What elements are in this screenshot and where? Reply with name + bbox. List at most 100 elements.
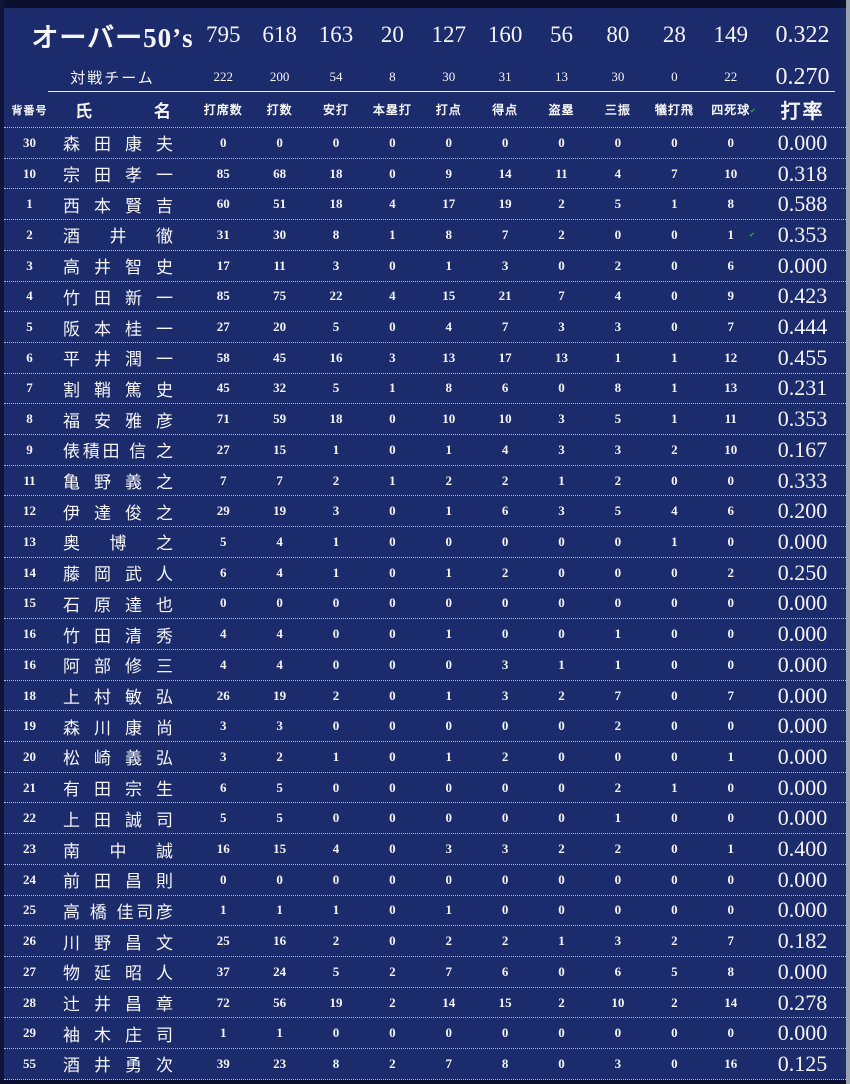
player-plate-appearances: 85	[216, 288, 230, 304]
col-header-at-bats: 打数	[266, 103, 293, 117]
player-name: 高 橋 佳司彦	[63, 902, 173, 922]
player-hits: 0	[332, 134, 340, 150]
player-walks: 6	[727, 257, 734, 273]
opponent-stat-value: 30	[442, 69, 456, 84]
player-sacrifices: 0	[671, 810, 678, 826]
table-row: 24 前 田 昌 則 0 0 0 0 0 0 0 0 0 0 0.000	[4, 863, 846, 895]
player-jersey-number: 9	[26, 441, 33, 457]
opponent-stat-value: 8	[389, 69, 396, 84]
player-strikeouts: 0	[614, 226, 622, 242]
player-home-runs: 4	[389, 196, 396, 212]
player-batting-average: 0.000	[777, 252, 828, 278]
player-name: 物 延 昭 人	[63, 964, 173, 984]
player-runs: 8	[501, 1055, 509, 1071]
player-sacrifices: 2	[671, 441, 678, 457]
player-stolen-bases: 3	[558, 441, 565, 457]
player-home-runs: 0	[389, 134, 396, 150]
player-batting-average: 0.000	[777, 713, 828, 739]
player-rbi: 1	[445, 564, 453, 580]
player-name: 袖 木 庄 司	[63, 1025, 173, 1045]
player-batting-average: 0.588	[777, 191, 828, 217]
player-home-runs: 0	[389, 165, 396, 181]
player-jersey-number: 8	[26, 411, 33, 427]
player-stolen-bases: 0	[558, 564, 565, 580]
player-strikeouts: 3	[614, 441, 622, 457]
player-at-bats: 4	[276, 656, 283, 672]
player-hits: 0	[332, 718, 340, 734]
table-row: 13 奥 博 之 5 4 1 0 0 0 0 0 1 0 0.000	[4, 526, 846, 557]
player-at-bats: 45	[273, 349, 287, 365]
green-artifact-mark: ✔	[749, 231, 755, 239]
player-stolen-bases: 0	[558, 134, 565, 150]
player-hits: 19	[329, 994, 343, 1010]
player-stolen-bases: 0	[558, 257, 565, 273]
player-runs: 0	[501, 626, 509, 642]
player-name: 西 本 賢 吉	[63, 196, 173, 216]
player-rbi: 0	[445, 134, 453, 150]
player-jersey-number: 30	[23, 134, 36, 150]
player-jersey-number: 12	[23, 503, 36, 519]
player-rbi: 14	[442, 994, 456, 1010]
player-name: 高 井 智 史	[63, 258, 173, 278]
player-batting-average: 0.423	[777, 283, 828, 309]
player-strikeouts: 1	[614, 349, 622, 365]
player-batting-average: 0.000	[777, 528, 828, 554]
player-jersey-number: 7	[26, 380, 33, 396]
player-stolen-bases: 0	[558, 533, 565, 549]
player-walks: 1	[727, 841, 734, 857]
player-stolen-bases: 0	[558, 902, 565, 918]
player-rbi: 1	[445, 257, 453, 273]
player-sacrifices: 0	[671, 226, 678, 242]
player-rbi: 2	[445, 472, 453, 488]
player-hits: 18	[329, 196, 343, 212]
player-name: 石 原 達 也	[63, 595, 173, 615]
player-strikeouts: 4	[614, 165, 622, 181]
player-hits: 8	[332, 226, 340, 242]
player-walks: 0	[727, 871, 734, 887]
player-batting-average: 0.353	[777, 221, 828, 247]
player-hits: 3	[332, 503, 340, 519]
player-sacrifices: 2	[671, 994, 678, 1010]
player-name: 藤 岡 武 人	[63, 565, 173, 585]
player-plate-appearances: 17	[216, 257, 230, 273]
player-at-bats: 3	[276, 718, 283, 734]
table-row: 20 松 崎 義 弘 3 2 1 0 1 2 0 0 0 1 0.000	[4, 741, 846, 772]
table-row: 5 阪 本 桂 一 27 20 5 0 4 7 3 3 0 7 0.444	[4, 311, 846, 342]
player-plate-appearances: 29	[216, 503, 230, 519]
player-home-runs: 1	[389, 226, 396, 242]
player-batting-average: 0.000	[777, 590, 828, 616]
player-stolen-bases: 0	[558, 871, 565, 887]
player-strikeouts: 3	[614, 933, 622, 949]
player-rbi: 1	[445, 902, 453, 918]
table-row: 22 上 田 誠 司 5 5 0 0 0 0 0 1 0 0 0.000	[4, 802, 846, 833]
player-at-bats: 0	[276, 871, 283, 887]
player-hits: 1	[332, 533, 340, 549]
player-home-runs: 0	[389, 564, 396, 580]
player-jersey-number: 23	[23, 841, 36, 857]
player-strikeouts: 1	[614, 626, 622, 642]
player-strikeouts: 0	[614, 902, 622, 918]
player-stolen-bases: 1	[558, 656, 565, 672]
player-rbi: 0	[445, 1025, 453, 1041]
team-stat-value: 795	[205, 22, 241, 47]
player-name: 俵積田 信 之	[63, 442, 173, 462]
player-walks: 12	[724, 349, 738, 365]
player-batting-average: 0.000	[777, 866, 828, 892]
player-plate-appearances: 26	[216, 687, 230, 703]
player-jersey-number: 11	[23, 472, 36, 488]
team-stat-value: 28	[662, 22, 686, 47]
player-batting-average: 0.353	[777, 406, 828, 432]
player-sacrifices: 0	[671, 134, 678, 150]
player-runs: 14	[498, 165, 512, 181]
col-header-rbi: 打点	[435, 103, 462, 117]
player-walks: 7	[727, 933, 734, 949]
player-hits: 18	[329, 411, 343, 427]
player-at-bats: 1	[276, 1025, 283, 1041]
player-home-runs: 0	[389, 319, 396, 335]
bottom-border	[0, 1080, 850, 1084]
player-home-runs: 0	[389, 257, 396, 273]
table-row: 9 俵積田 信 之 27 15 1 0 1 4 3 3 2 10 0.167	[4, 434, 846, 465]
col-header-name: 氏 名	[75, 102, 171, 121]
player-at-bats: 5	[276, 810, 283, 826]
opponent-stat-value: 54	[329, 69, 343, 84]
